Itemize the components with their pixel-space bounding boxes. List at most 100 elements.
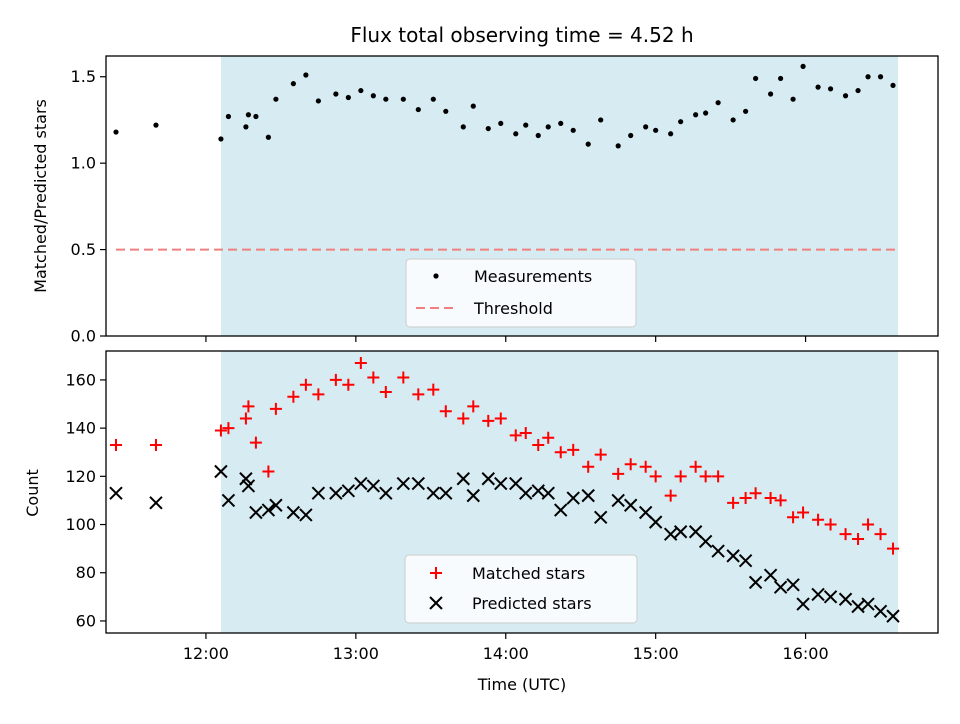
- measurement-point: [303, 72, 309, 78]
- predicted-star-point: [466, 488, 480, 503]
- measurement-point: [842, 93, 849, 99]
- matched-star-point: [467, 400, 480, 413]
- predicted-star-point: [873, 604, 888, 619]
- matched-star-point: [699, 470, 712, 483]
- measurement-point: [628, 132, 634, 139]
- predicted-star-point: [299, 508, 313, 522]
- predicted-star-point: [366, 479, 381, 493]
- measurement-point: [545, 124, 551, 130]
- matched-star-point: [249, 436, 262, 449]
- predicted-star-point: [311, 486, 326, 500]
- predicted-star-point: [748, 575, 763, 590]
- matched-star-point: [874, 528, 887, 541]
- measurement-point: [585, 141, 591, 147]
- measurement-point: [615, 143, 621, 149]
- predicted-stars-points: [109, 464, 900, 623]
- measurement-point: [753, 75, 759, 82]
- measurement-point: [218, 136, 224, 142]
- measurement-point: [415, 106, 421, 113]
- matched-star-point: [532, 439, 545, 451]
- top-panel: 0.0 0.5 1.0 1.5 Matched/Predicted stars Mea…: [31, 55, 939, 346]
- measurement-point: [715, 100, 721, 106]
- measurement-point: [370, 93, 376, 99]
- measurement-point: [460, 124, 466, 130]
- matched-star-point: [242, 400, 255, 413]
- top-y-axis-label: Matched/Predicted stars: [31, 99, 50, 293]
- measurement-point: [513, 131, 519, 137]
- measurement-point: [693, 112, 699, 118]
- measurement-point: [523, 122, 529, 128]
- predicted-star-point: [581, 488, 595, 503]
- measurement-point: [890, 82, 896, 88]
- predicted-star-point: [481, 472, 495, 486]
- measurement-points: [113, 63, 896, 149]
- matched-star-point: [397, 371, 410, 384]
- matched-star-point: [367, 371, 380, 384]
- predicted-star-point: [214, 464, 228, 479]
- legend-threshold-label: Threshold: [473, 299, 553, 318]
- legend-matched-label: Matched stars: [472, 564, 585, 583]
- matched-star-point: [797, 506, 810, 519]
- measurement-point: [333, 91, 339, 97]
- matched-star-point: [824, 518, 837, 531]
- y-tick-label: 100: [65, 515, 96, 534]
- matched-star-point: [582, 460, 595, 473]
- matched-star-point: [674, 470, 687, 483]
- top-y-axis: 0.0 0.5 1.0 1.5: [71, 67, 106, 346]
- predicted-star-point: [329, 486, 343, 500]
- measurement-point: [827, 86, 834, 92]
- x-tick-label: 15:00: [633, 644, 679, 663]
- predicted-star-point: [426, 486, 441, 500]
- matched-star-point: [739, 492, 752, 505]
- matched-star-point: [439, 405, 452, 418]
- measurement-point: [643, 124, 649, 130]
- predicted-star-point: [439, 486, 453, 500]
- predicted-star-point: [554, 503, 568, 517]
- matched-star-point: [774, 494, 787, 507]
- measurement-point: [315, 98, 321, 104]
- y-tick-label: 0.5: [71, 240, 96, 259]
- predicted-star-point: [531, 484, 545, 498]
- top-legend-box: [405, 258, 637, 328]
- measurement-point: [668, 131, 674, 137]
- predicted-star-point: [456, 472, 470, 486]
- matched-star-point: [839, 528, 852, 541]
- matched-star-point: [764, 492, 777, 505]
- measurement-point: [743, 108, 749, 114]
- measurement-point: [400, 96, 406, 102]
- top-chart-title: Flux total observing time = 4.52 h: [350, 23, 693, 47]
- measurement-point: [383, 96, 389, 102]
- measurement-point: [535, 132, 541, 139]
- bottom-y-axis-label: Count: [23, 469, 42, 517]
- y-tick-label: 160: [65, 370, 96, 389]
- matched-star-point: [594, 448, 607, 461]
- matched-star-point: [239, 412, 252, 425]
- measurement-point: [470, 103, 476, 109]
- matched-star-point: [269, 402, 282, 415]
- predicted-star-point: [396, 476, 411, 491]
- y-tick-label: 140: [65, 419, 96, 438]
- measurement-point: [245, 112, 252, 118]
- matched-star-point: [262, 465, 275, 478]
- predicted-star-point: [738, 553, 753, 568]
- predicted-star-point: [786, 578, 800, 592]
- predicted-star-point: [611, 493, 625, 508]
- matched-star-point: [887, 542, 900, 555]
- predicted-star-point: [623, 498, 638, 512]
- bottom-panel-frame: [105, 350, 939, 634]
- matched-star-point: [787, 511, 800, 524]
- predicted-star-point: [541, 486, 555, 500]
- measurement-point: [243, 124, 249, 130]
- measurement-point: [815, 84, 821, 90]
- matched-star-point: [482, 414, 495, 427]
- predicted-star-point: [411, 476, 426, 491]
- x-axis: 12:00 13:00 14:00 15:00 16:00: [183, 633, 829, 663]
- measurement-point: [443, 108, 449, 114]
- predicted-star-point: [823, 590, 838, 604]
- bottom-y-axis: 60 80 100 120 140 160: [65, 370, 106, 630]
- x-tick-label: 13:00: [333, 644, 379, 663]
- predicted-star-point: [851, 599, 865, 614]
- matched-star-point: [862, 518, 875, 531]
- matched-star-point: [342, 378, 355, 391]
